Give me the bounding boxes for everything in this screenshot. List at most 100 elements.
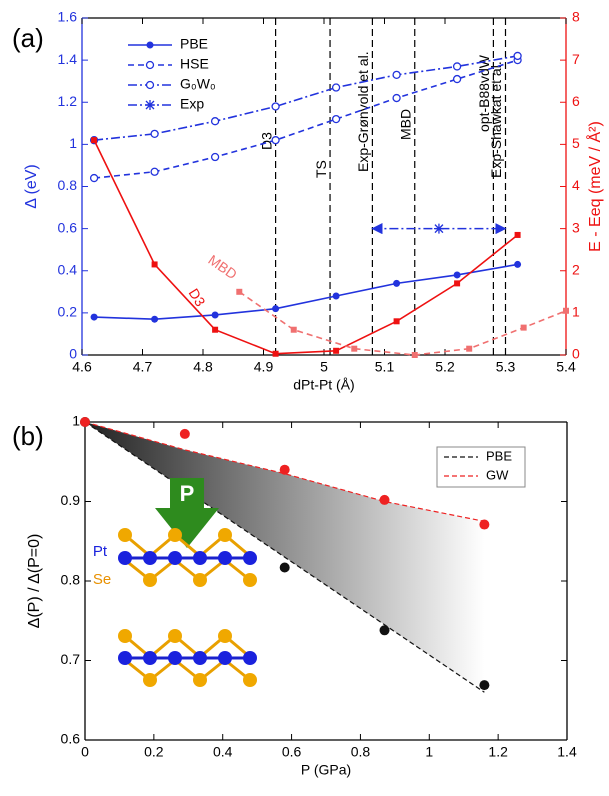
data-point <box>91 137 98 144</box>
reference-label: Exp-Shawkat et al. <box>488 61 504 178</box>
data-point <box>332 292 340 300</box>
x-tick-label: 0.4 <box>213 744 233 760</box>
y2-tick-label: 2 <box>572 261 580 277</box>
legend-marker <box>145 100 155 110</box>
data-point <box>333 347 340 354</box>
y-tick-label: 0.7 <box>61 651 81 667</box>
y-tick-label: 0.6 <box>61 731 81 747</box>
data-point <box>151 315 159 323</box>
data-point <box>392 70 401 80</box>
y-tick-label: 0.2 <box>58 304 78 320</box>
data-point <box>90 313 98 321</box>
y-tick-label: 1.6 <box>58 9 78 25</box>
annotation: D3 <box>186 285 209 309</box>
legend-label: HSE <box>180 56 209 72</box>
legend-marker <box>145 60 155 70</box>
data-point <box>454 280 461 287</box>
y-axis-label: Δ(P) / Δ(P=0) <box>26 534 43 629</box>
data-point <box>392 93 401 103</box>
data-point <box>212 326 219 333</box>
x-tick-label: 1.4 <box>557 744 577 760</box>
legend-label: Exp <box>180 96 204 112</box>
y-axis-label: Δ (eV) <box>23 164 40 208</box>
y2-axis-label: E - Eeq (meV / Å²) <box>585 121 604 252</box>
y2-tick-label: 5 <box>572 135 580 151</box>
data-point <box>514 260 522 268</box>
data-point <box>520 324 527 331</box>
data-point <box>452 62 462 71</box>
x-tick-label: 0 <box>81 744 89 760</box>
y2-tick-label: 8 <box>572 9 580 25</box>
x-tick-label: 4.6 <box>72 359 92 375</box>
y-tick-label: 0.9 <box>61 492 81 508</box>
x-tick-label: 0.6 <box>282 744 302 760</box>
annotation: Se <box>93 571 111 588</box>
y2-tick-label: 0 <box>572 346 580 362</box>
data-point <box>351 345 358 352</box>
x-tick-label: 4.9 <box>254 359 274 375</box>
data-point <box>453 271 461 279</box>
data-point <box>150 167 159 176</box>
data-point <box>271 136 280 145</box>
data-point <box>466 345 473 352</box>
y-tick-label: 0 <box>69 346 77 362</box>
y-tick-label: 1 <box>69 135 77 151</box>
x-tick-label: 5.4 <box>556 359 576 375</box>
data-point <box>290 326 297 333</box>
data-point <box>210 152 220 162</box>
panel-label: (b) <box>12 421 44 451</box>
annotation: MBD <box>205 251 240 282</box>
data-point <box>371 228 373 230</box>
data-point <box>150 129 159 138</box>
data-point <box>236 288 243 295</box>
data-point <box>479 680 490 691</box>
data-point <box>514 231 521 238</box>
legend-label: PBE <box>486 448 512 463</box>
x-tick-label: 5 <box>320 359 328 375</box>
data-point <box>379 625 390 636</box>
data-point <box>272 305 280 313</box>
data-point <box>513 51 522 61</box>
data-point <box>393 279 401 287</box>
data-point <box>272 350 279 357</box>
x-axis-label: P (GPa) <box>301 762 351 778</box>
series-line <box>94 55 518 141</box>
data-point <box>211 311 219 319</box>
data-point <box>331 83 341 92</box>
y-tick-label: 1 <box>72 413 80 429</box>
series-line <box>238 291 567 356</box>
reference-label: D3 <box>258 132 274 150</box>
data-point <box>563 307 569 314</box>
y-tick-label: 1.4 <box>58 51 78 67</box>
data-point <box>151 261 158 268</box>
inset-structure <box>118 478 257 687</box>
y2-tick-label: 3 <box>572 219 580 235</box>
annotation: P <box>180 481 195 506</box>
data-point <box>331 114 341 124</box>
data-point <box>279 562 290 573</box>
data-point <box>452 74 462 84</box>
x-tick-label: 0.8 <box>351 744 371 760</box>
data-point <box>179 428 190 439</box>
legend-label: G₀W₀ <box>180 76 216 92</box>
reference-label: MBD <box>397 109 413 140</box>
y-tick-label: 0.8 <box>61 572 81 588</box>
data-point <box>379 494 390 505</box>
legend-label: PBE <box>180 36 208 52</box>
data-point <box>411 352 418 358</box>
data-point <box>433 223 444 234</box>
x-tick-label: 4.8 <box>193 359 213 375</box>
y-tick-label: 0.4 <box>58 261 78 277</box>
legend-box <box>436 446 526 488</box>
x-tick-label: 5.1 <box>375 359 395 375</box>
annotation: Pt <box>93 543 108 560</box>
x-tick-label: 4.7 <box>133 359 153 375</box>
fit-line <box>84 421 485 693</box>
legend-marker <box>146 41 154 49</box>
y-tick-label: 0.6 <box>58 219 78 235</box>
y-tick-label: 1.2 <box>58 93 78 109</box>
x-tick-label: 1.2 <box>488 744 508 760</box>
data-point <box>393 318 400 325</box>
